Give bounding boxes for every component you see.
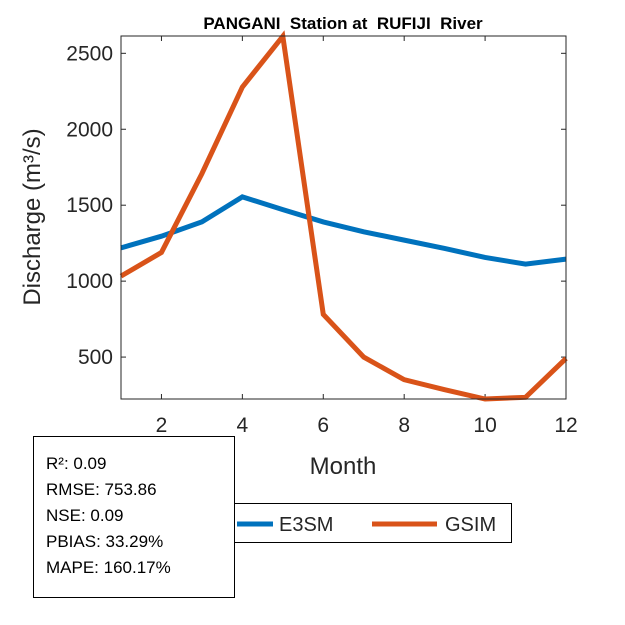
- stat-r2: R²: 0.09: [46, 454, 107, 473]
- plot-area-frame: [120, 35, 567, 400]
- legend-label-e3sm: E3SM: [279, 514, 333, 536]
- stat-pbias: PBIAS: 33.29%: [46, 532, 164, 551]
- stat-mape: MAPE: 160.17%: [46, 558, 171, 577]
- x-tick-label: 8: [398, 414, 410, 437]
- y-tick-label: 1000: [66, 270, 113, 293]
- legend: E3SM GSIM: [235, 503, 512, 543]
- legend-label-gsim: GSIM: [445, 514, 496, 536]
- y-tick-label: 1500: [66, 194, 113, 217]
- x-axis-label: Month: [310, 453, 377, 480]
- x-tick-label: 12: [554, 414, 577, 437]
- x-tick-label: 10: [473, 414, 496, 437]
- y-tick-label: 2500: [66, 42, 113, 65]
- x-tick-label: 2: [156, 414, 168, 437]
- x-tick-label: 6: [317, 414, 329, 437]
- stats-box: R²: 0.09 RMSE: 753.86 NSE: 0.09 PBIAS: 3…: [33, 436, 235, 598]
- chart-title: PANGANI Station at RUFIJI River: [203, 14, 483, 33]
- x-tick-label: 4: [237, 414, 249, 437]
- y-tick-label: 2000: [66, 118, 113, 141]
- series-line-e3sm: [120, 194, 567, 267]
- stat-nse: NSE: 0.09: [46, 506, 124, 525]
- series-line-gsim: [119, 30, 568, 402]
- y-tick-label: 500: [78, 346, 113, 369]
- stat-rmse: RMSE: 753.86: [46, 480, 157, 499]
- y-axis-label: Discharge (m³/s): [19, 128, 46, 305]
